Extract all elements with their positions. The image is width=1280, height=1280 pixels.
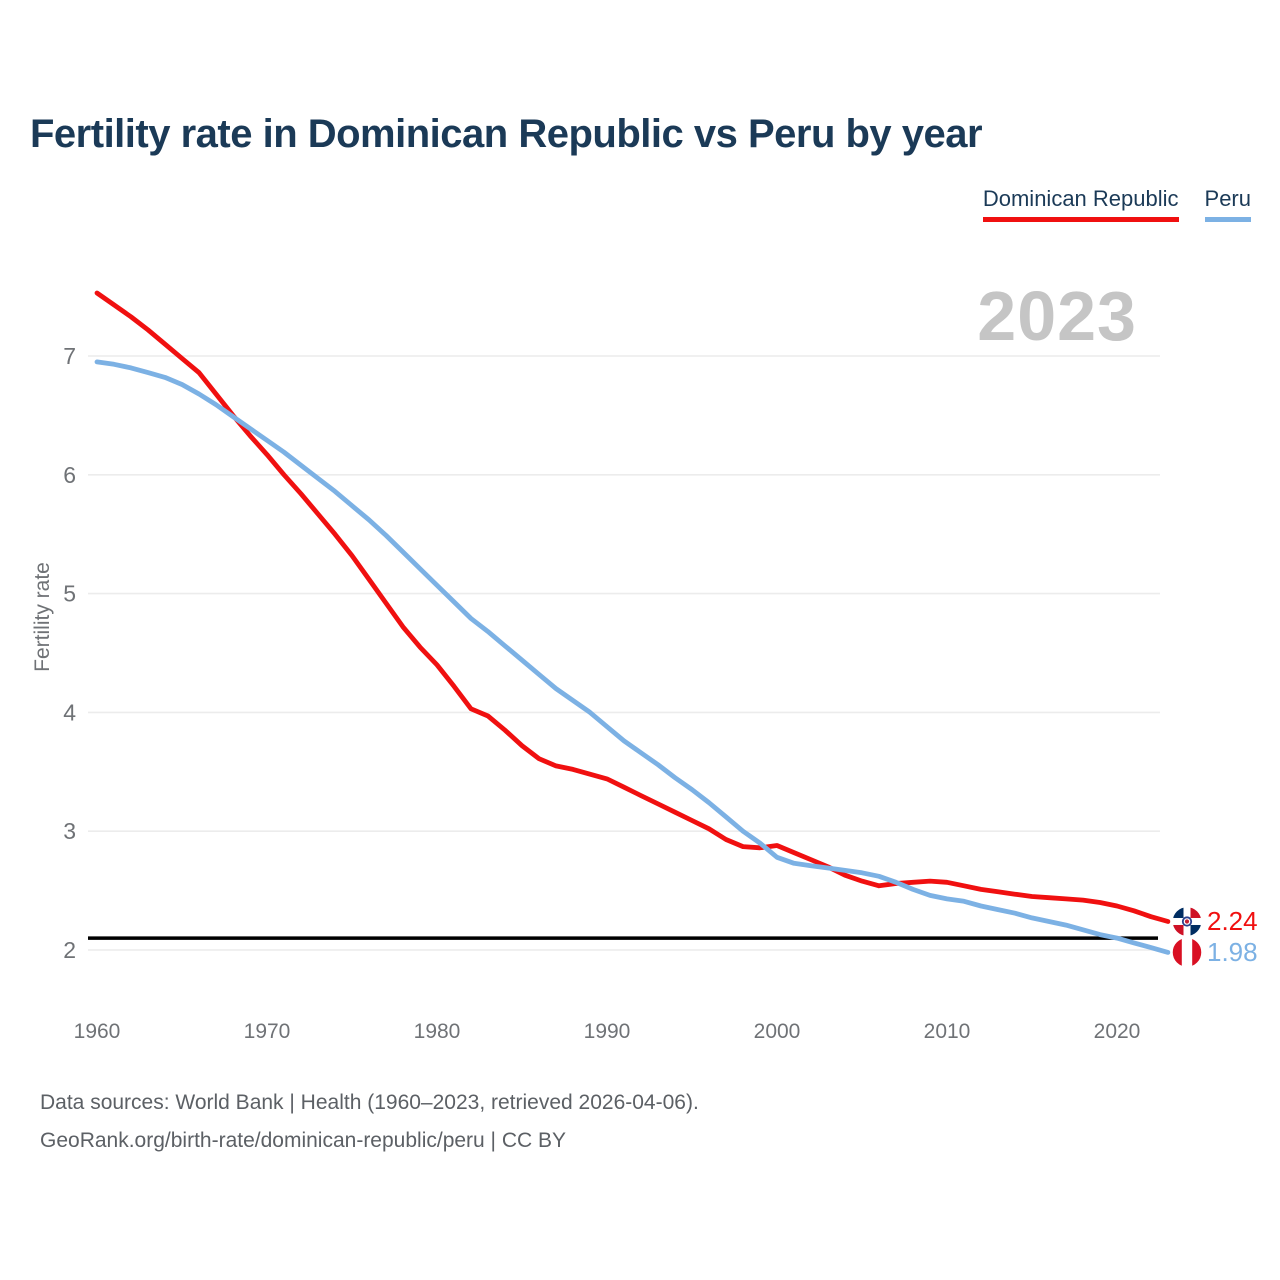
legend-item-dominican-republic[interactable]: Dominican Republic [982, 186, 1179, 222]
x-tick-label-2020: 2020 [1094, 1020, 1141, 1043]
attribution-line: GeoRank.org/birth-rate/dominican-republi… [40, 1129, 567, 1152]
x-tick-label-1970: 1970 [244, 1020, 291, 1043]
x-tick-label-1980: 1980 [414, 1020, 461, 1043]
x-tick-label-2000: 2000 [754, 1020, 801, 1043]
peru-flag-ring [1170, 935, 1204, 970]
y-tick-label-4: 4 [63, 699, 76, 725]
x-tick-label-1960: 1960 [74, 1020, 121, 1043]
series-line-dominican-republic [94, 290, 1171, 924]
y-tick-label-7: 7 [63, 343, 76, 369]
page-title: Fertility rate in Dominican Republic vs … [30, 112, 983, 156]
data-sources-line: Data sources: World Bank | Health (1960–… [40, 1091, 699, 1114]
y-axis-title: Fertility rate [31, 562, 54, 672]
end-value-label-peru: 1.98 [1207, 937, 1258, 967]
y-tick-label-6: 6 [63, 462, 76, 488]
y-tick-label-5: 5 [63, 581, 76, 607]
y-tick-label-3: 3 [63, 818, 76, 844]
legend: Dominican Republic Peru [982, 186, 1251, 222]
x-tick-label-1990: 1990 [584, 1020, 631, 1043]
end-value-label-dominican-republic: 2.24 [1207, 906, 1258, 936]
series-line-peru [94, 359, 1171, 955]
footer: Data sources: World Bank | Health (1960–… [40, 1084, 699, 1160]
year-watermark: 2023 [977, 277, 1137, 355]
y-tick-label-2: 2 [63, 937, 76, 963]
x-tick-label-2010: 2010 [924, 1020, 971, 1043]
legend-item-peru[interactable]: Peru [1204, 186, 1251, 222]
